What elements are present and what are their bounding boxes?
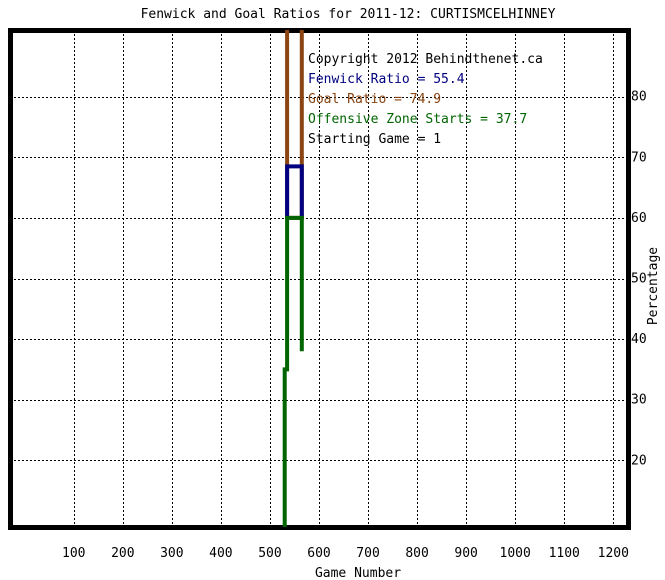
series-line-goal xyxy=(285,30,304,220)
y-tick-label-50: 50 xyxy=(631,272,647,287)
x-axis-label: Game Number xyxy=(315,566,401,580)
annotation-3: Offensive Zone Starts = 37.7 xyxy=(308,112,527,127)
x-tick-label-700: 700 xyxy=(356,546,379,561)
x-tick-label-800: 800 xyxy=(405,546,428,561)
annotation-0: Copyright 2012 Behindthenet.ca xyxy=(308,52,543,67)
x-tick-label-300: 300 xyxy=(160,546,183,561)
y-tick-label-30: 30 xyxy=(631,393,647,408)
y-axis-label: Percentage xyxy=(646,247,661,325)
x-tick-label-1000: 1000 xyxy=(500,546,531,561)
x-tick-label-600: 600 xyxy=(307,546,330,561)
annotations: Copyright 2012 Behindthenet.ca Fenwick Ra… xyxy=(308,52,543,147)
y-tick-label-80: 80 xyxy=(631,90,647,105)
x-tick-label-1200: 1200 xyxy=(598,546,629,561)
x-tick-label-100: 100 xyxy=(62,546,85,561)
y-tick-label-60: 60 xyxy=(631,211,647,226)
y-tick-labels: 20 30 40 50 60 70 80 xyxy=(631,90,647,469)
x-tick-label-900: 900 xyxy=(454,546,477,561)
x-tick-labels: 100 200 300 400 500 600 700 800 900 1000 1100 1200 xyxy=(62,546,629,561)
y-tick-label-20: 20 xyxy=(631,453,647,468)
chart-title: Fenwick and Goal Ratios for 2011-12: CUR… xyxy=(141,7,556,22)
y-tick-label-70: 70 xyxy=(631,150,647,165)
grid xyxy=(10,30,628,527)
series-line-fenwick xyxy=(285,164,304,218)
annotation-4: Starting Game = 1 xyxy=(308,132,441,147)
x-tick-label-200: 200 xyxy=(111,546,134,561)
plot-frame xyxy=(8,28,631,530)
x-tick-label-500: 500 xyxy=(258,546,281,561)
series-group xyxy=(282,30,304,527)
x-tick-label-400: 400 xyxy=(209,546,232,561)
x-tick-label-1100: 1100 xyxy=(549,546,580,561)
annotation-2: Goal Ratio = 74.9 xyxy=(308,92,441,107)
series-line-ozone xyxy=(282,215,304,527)
annotation-1: Fenwick Ratio = 55.4 xyxy=(308,72,465,87)
y-tick-label-40: 40 xyxy=(631,332,647,347)
